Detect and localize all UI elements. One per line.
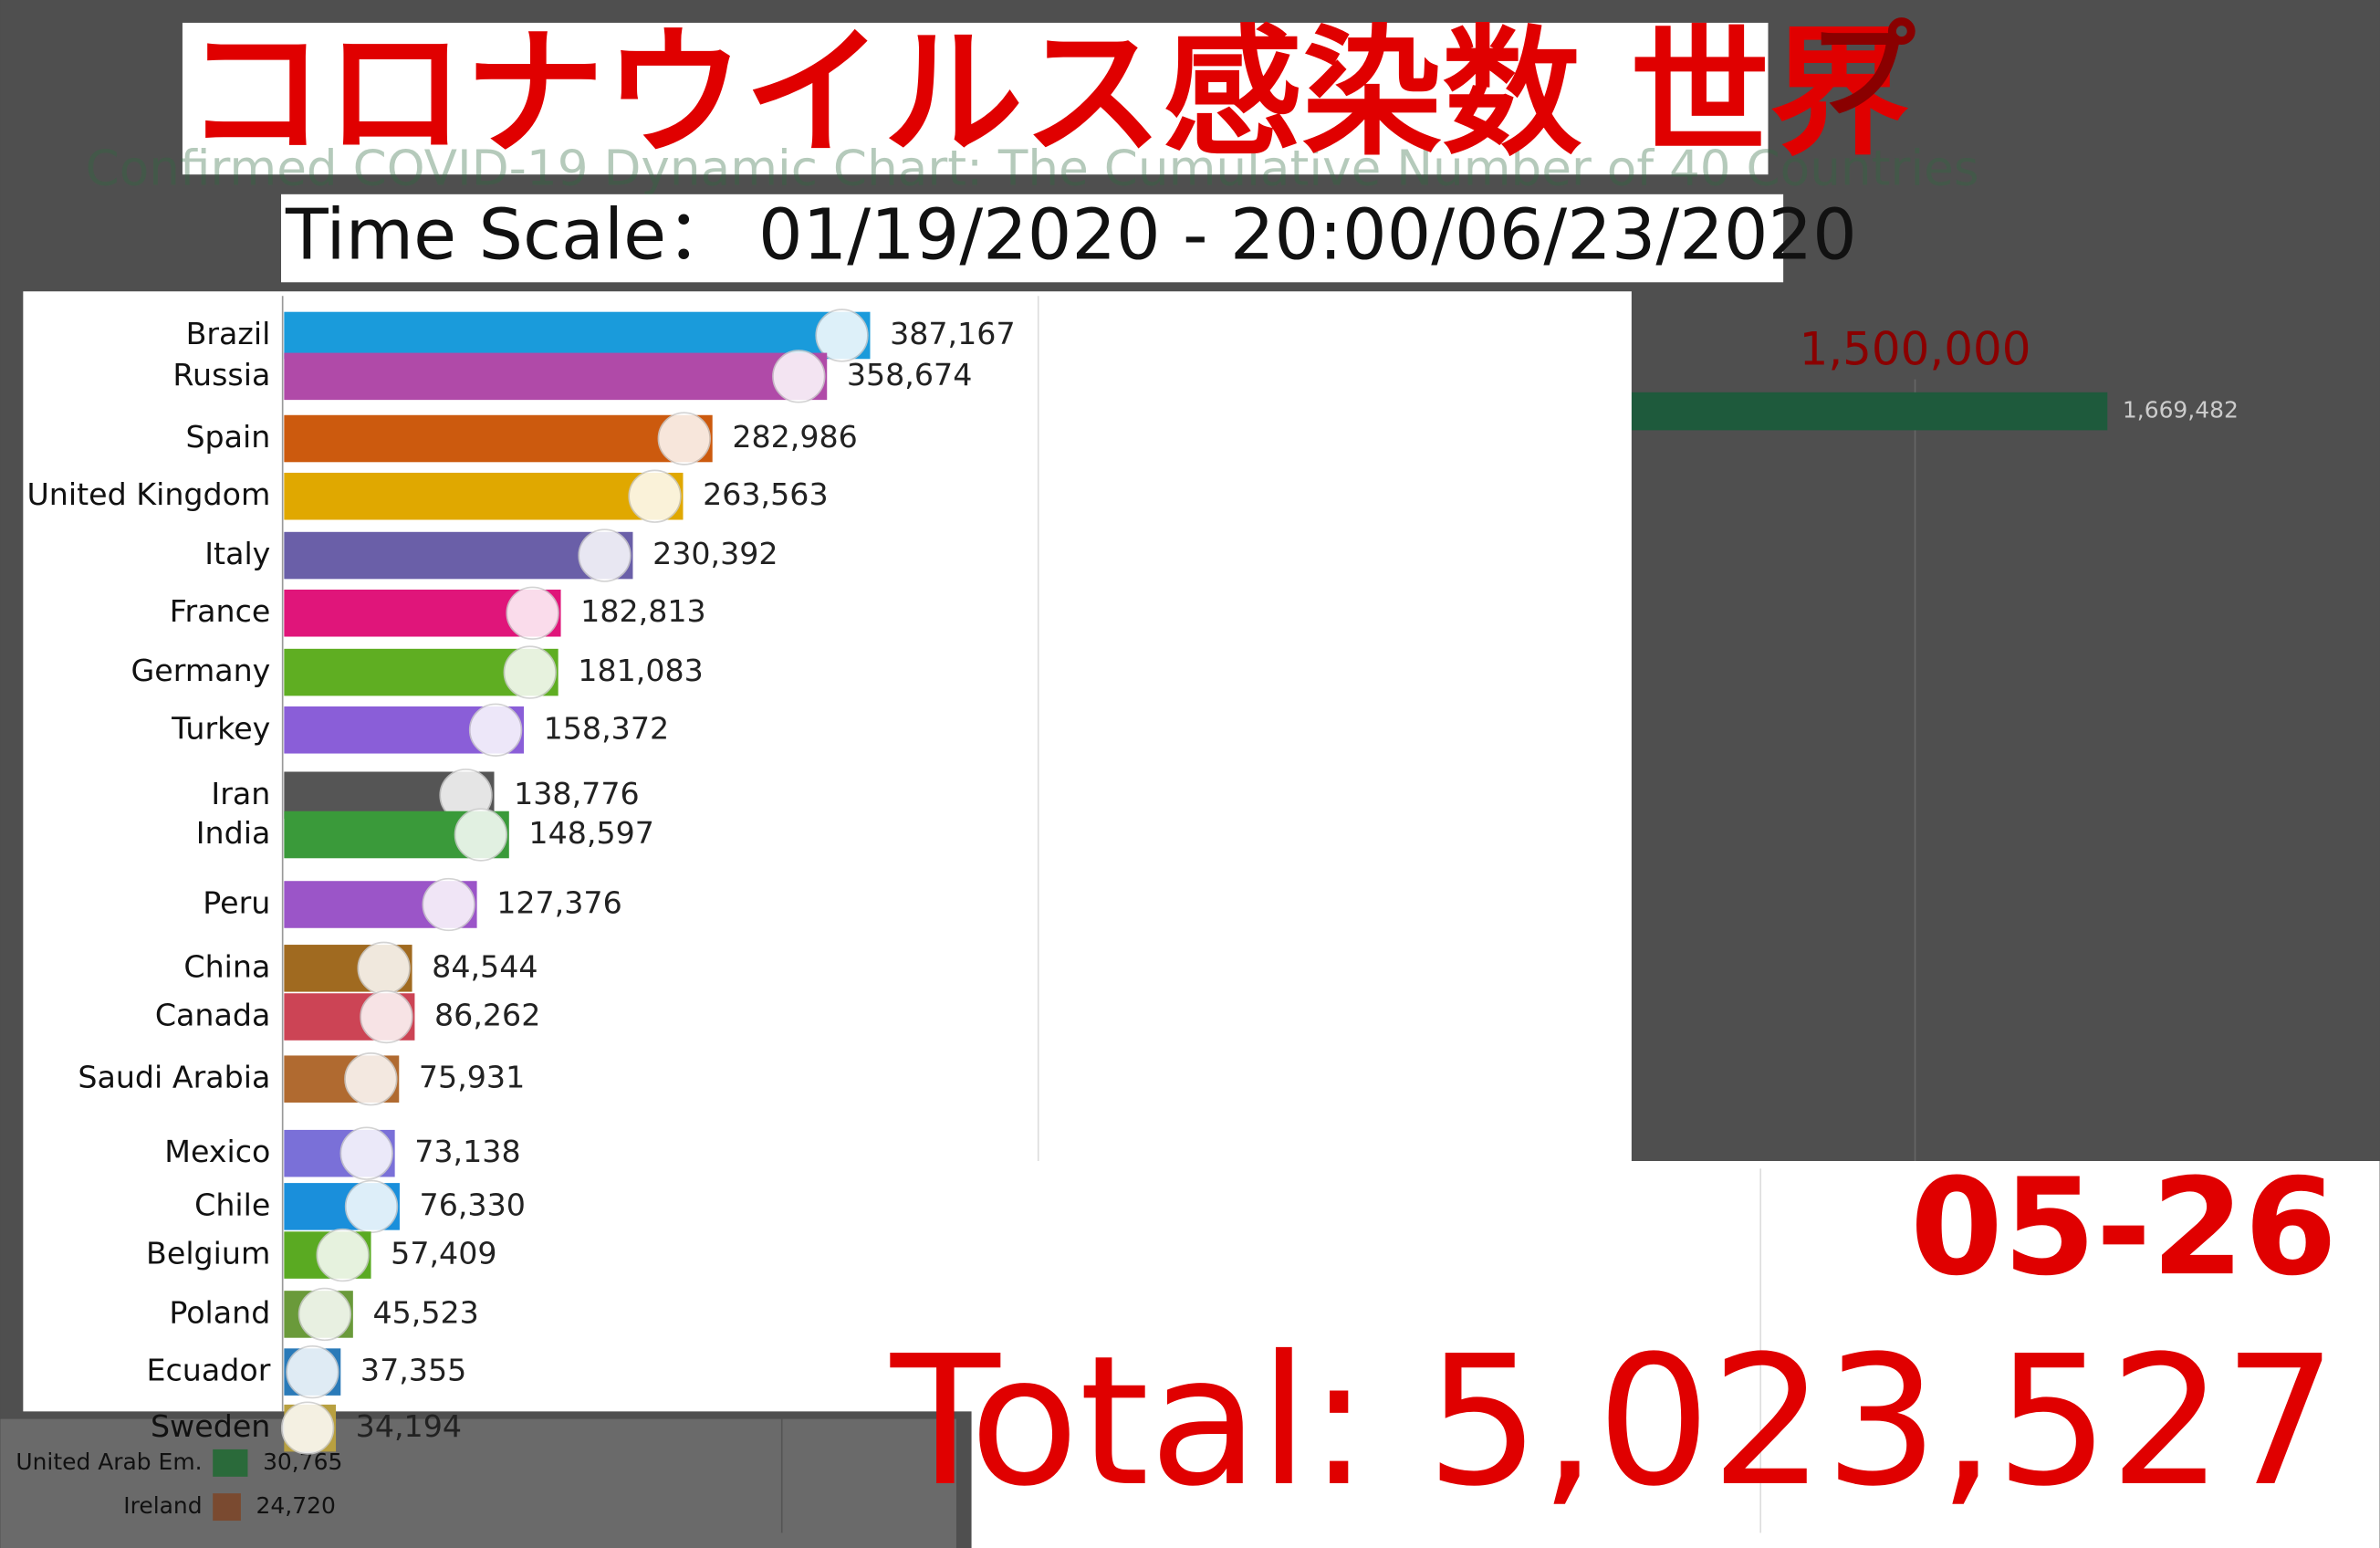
value-label: 263,563 [703, 476, 829, 512]
category-label: Mexico [164, 1134, 270, 1169]
flag-icon [344, 1179, 399, 1234]
flag-icon [344, 1052, 398, 1106]
category-label: Spain [185, 419, 270, 455]
category-label: Brazil [186, 316, 271, 351]
flag-icon [454, 808, 508, 862]
chart-title: コロナウイルス感染数 世界 [185, 13, 1909, 175]
category-label: Italy [204, 536, 270, 571]
category-label: Russia [172, 357, 270, 392]
category-label: Canada [155, 998, 271, 1033]
value-label: 34,194 [356, 1408, 462, 1444]
bar [284, 531, 633, 580]
value-label: 181,083 [578, 653, 704, 688]
foreground-chart: 387,167 Brazil 358,674 Russia 282,986 Spain 26… [26, 309, 1016, 1455]
category-label: United Arab Em. [16, 1449, 202, 1475]
value-label: 24,720 [256, 1492, 336, 1519]
value-label: 37,355 [360, 1353, 466, 1388]
flag-icon [657, 412, 711, 465]
background-title: Confirmed COVID-19 Dynamic Chart: The Cu… [86, 141, 1979, 197]
category-label: France [170, 593, 271, 629]
flag-icon [360, 989, 413, 1044]
category-label: India [196, 815, 271, 851]
flag-icon [357, 941, 411, 996]
category-label: Ireland [123, 1492, 202, 1519]
flag-icon [316, 1228, 370, 1282]
bar [284, 472, 684, 520]
value-label: 158,372 [544, 710, 670, 746]
value-label: 45,523 [372, 1294, 478, 1330]
value-label: 86,262 [434, 998, 540, 1033]
category-label: United Kingdom [26, 476, 270, 512]
category-label: Ecuador [147, 1353, 271, 1388]
category-label: Iran [211, 776, 270, 811]
flag-icon [298, 1287, 352, 1342]
flag-icon [280, 1401, 335, 1455]
flag-icon [339, 1126, 393, 1180]
flag-icon [628, 469, 682, 523]
value-label: 57,409 [391, 1236, 496, 1271]
value-label: 84,544 [432, 948, 538, 984]
total-panel [971, 1161, 2380, 1548]
value-label: 73,138 [414, 1134, 520, 1169]
value-label: 1,669,482 [2123, 397, 2239, 424]
value-label: 230,392 [652, 536, 778, 571]
value-label: 182,813 [580, 593, 706, 629]
value-label: 358,674 [847, 357, 973, 392]
category-label: Belgium [146, 1236, 270, 1271]
date-label: 05-26 [1910, 1149, 2337, 1305]
category-label: Saudi Arabia [78, 1060, 270, 1095]
category-label: Chile [194, 1187, 270, 1222]
flag-icon [286, 1344, 339, 1399]
category-label: Peru [203, 884, 270, 920]
flag-icon [422, 877, 475, 932]
x-tick-label: 1,500,000 [1800, 322, 2031, 375]
subtitle: Time Scale： 01/19/2020 - 20:00/06/23/202… [285, 195, 1857, 277]
value-label: 387,167 [890, 316, 1016, 351]
flag-icon [772, 350, 826, 403]
flag-icon [506, 586, 559, 640]
total-label: Total: 5,023,527 [890, 1318, 2337, 1526]
value-label: 127,376 [496, 884, 622, 920]
value-label: 75,931 [419, 1060, 525, 1095]
flag-icon [578, 528, 632, 582]
flag-icon [815, 309, 869, 362]
bar [213, 1493, 241, 1522]
subtitle-panel [281, 194, 1784, 283]
flag-icon [503, 645, 557, 699]
bar [284, 311, 871, 360]
category-label: Turkey [171, 710, 270, 746]
category-label: Sweden [151, 1408, 270, 1444]
flag-icon [468, 703, 523, 757]
bar [284, 352, 828, 401]
bar [284, 414, 713, 463]
bar [213, 1449, 248, 1477]
category-label: Germany [131, 653, 271, 688]
value-label: 138,776 [514, 776, 640, 811]
title-panel [182, 22, 1769, 175]
category-label: Poland [169, 1294, 270, 1330]
title-fragment: プ [1809, 10, 1915, 133]
value-label: 76,330 [420, 1187, 526, 1222]
category-label: China [183, 948, 270, 984]
background-panel [0, 1418, 956, 1548]
value-label: 148,597 [528, 815, 654, 851]
value-label: 282,986 [732, 419, 858, 455]
